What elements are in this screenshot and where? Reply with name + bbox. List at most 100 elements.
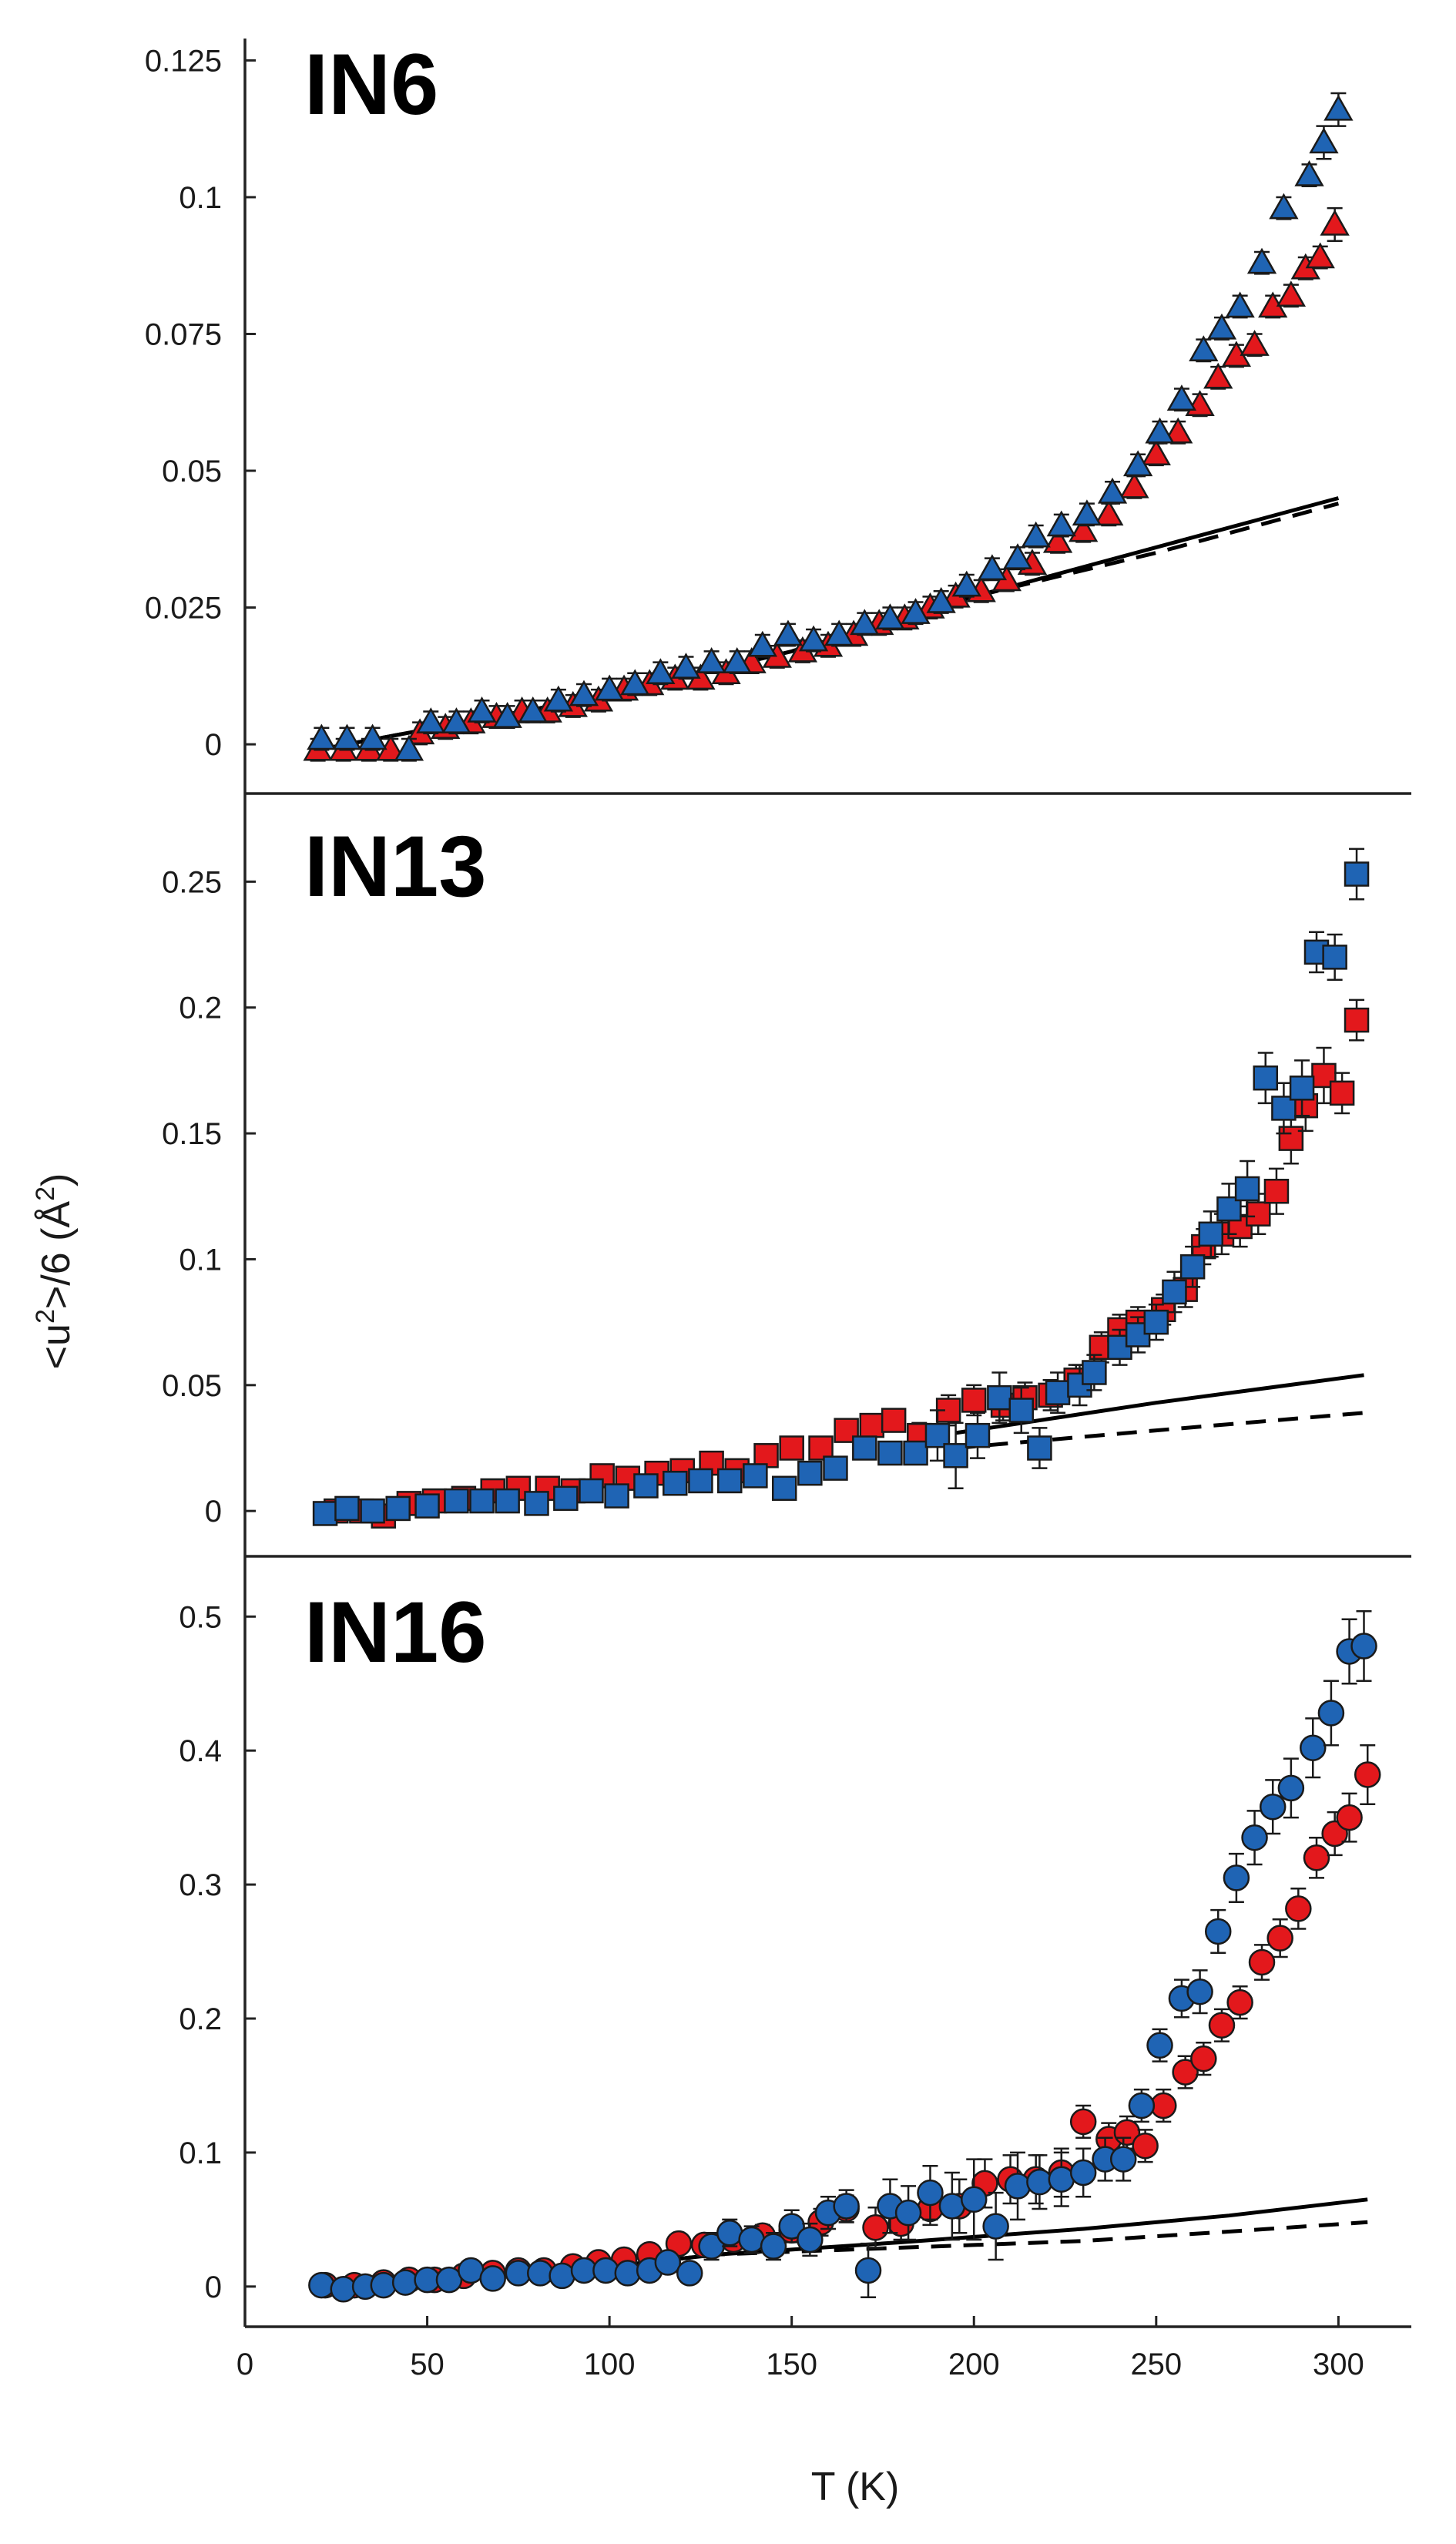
data-point-blue: [1322, 945, 1347, 970]
data-point-red: [1303, 1844, 1330, 1871]
data-point-blue: [1109, 2146, 1137, 2173]
y-tick-label: 0.5: [179, 1600, 222, 1634]
data-point-blue: [717, 1468, 743, 1494]
data-point-blue: [1309, 127, 1339, 154]
data-point-blue: [1241, 1824, 1268, 1851]
data-point-blue: [903, 1440, 928, 1466]
data-point-blue: [1026, 2168, 1053, 2196]
data-point-blue: [524, 1491, 549, 1516]
y-tick-label: 0.1: [179, 181, 222, 215]
data-point-blue: [391, 2269, 419, 2296]
data-point-red: [1132, 2132, 1159, 2160]
data-point-blue: [394, 734, 424, 761]
x-axis-title: T (K): [811, 2465, 900, 2509]
y-tick-label: 0.075: [145, 317, 222, 351]
data-point-blue: [1166, 384, 1197, 411]
data-point-red: [1141, 439, 1171, 465]
data-point-blue: [1189, 335, 1219, 362]
data-point-red: [1344, 1007, 1370, 1033]
data-point-blue: [1145, 417, 1175, 444]
data-point-blue: [543, 685, 574, 712]
data-point-blue: [1162, 1279, 1187, 1305]
data-point-red: [1203, 362, 1233, 389]
data-point-blue: [416, 707, 446, 733]
data-point-blue: [943, 1443, 968, 1468]
y-tick-label: 0.15: [162, 1117, 222, 1151]
data-point-blue: [492, 702, 522, 728]
y-tick-label: 0.1: [179, 2136, 222, 2170]
data-point-blue: [495, 1488, 520, 1514]
y-tick-label: 0: [205, 2270, 222, 2304]
data-point-blue: [370, 2271, 398, 2299]
y-tick-label: 0.05: [162, 455, 222, 488]
data-point-blue: [1294, 160, 1324, 186]
panel-title: IN6: [304, 36, 438, 133]
data-point-blue: [951, 570, 981, 597]
data-point-red: [1163, 417, 1193, 444]
data-point-blue: [414, 1493, 440, 1519]
y-tick-label: 0: [205, 728, 222, 762]
data-point-blue: [332, 723, 362, 750]
data-point-blue: [1198, 1221, 1224, 1247]
data-point-blue: [987, 1384, 1012, 1411]
data-point-blue: [823, 1455, 848, 1481]
data-point-red: [1266, 1925, 1293, 1952]
data-point-blue: [743, 1463, 768, 1488]
data-point-blue: [852, 1435, 877, 1461]
data-point-blue: [696, 647, 726, 673]
data-point-blue: [441, 707, 471, 733]
data-point-blue: [1027, 1435, 1052, 1461]
data-point-blue: [1234, 1176, 1260, 1202]
data-point-blue: [620, 669, 650, 696]
data-point-blue: [1300, 1734, 1327, 1761]
data-point-red: [779, 1435, 804, 1461]
data-point-blue: [917, 2179, 944, 2207]
data-point-red: [961, 1388, 987, 1413]
x-tick-label: 0: [237, 2348, 253, 2381]
data-point-blue: [1269, 193, 1299, 220]
data-point-blue: [1246, 247, 1277, 274]
data-point-blue: [1204, 1918, 1232, 1945]
data-point-blue: [1350, 1633, 1377, 1660]
data-point-red: [1276, 280, 1307, 307]
data-point-blue: [1002, 543, 1033, 569]
data-point-blue: [977, 554, 1008, 581]
data-point-blue: [671, 653, 701, 679]
data-point-blue: [797, 1460, 823, 1486]
data-point-blue: [1223, 1864, 1250, 1891]
data-point-blue: [1186, 1978, 1213, 2005]
data-point-blue: [1344, 861, 1370, 887]
data-point-blue: [467, 696, 497, 723]
y-tick-label: 0.3: [179, 1868, 222, 1902]
x-tick-label: 250: [1130, 2348, 1182, 2381]
data-point-blue: [833, 2193, 860, 2220]
data-point-red: [1320, 209, 1350, 236]
data-point-red: [1172, 2059, 1199, 2086]
data-point-blue: [1323, 94, 1354, 121]
data-point-blue: [716, 2220, 743, 2247]
data-point-red: [881, 1408, 907, 1433]
data-point-red: [1354, 1761, 1381, 1788]
panel-in13: 0 0.05 0.1 0.15 0.2 0.25 IN13: [162, 794, 1411, 1558]
data-point-red: [1240, 330, 1270, 356]
data-point-red: [1248, 1948, 1276, 1976]
data-point-blue: [1216, 1196, 1242, 1222]
data-point-blue: [308, 2271, 335, 2299]
data-point-blue: [965, 1422, 991, 1448]
data-point-blue: [850, 609, 880, 636]
data-point-blue: [798, 625, 829, 652]
y-tick-label: 0.1: [179, 1243, 222, 1277]
y-tick-label: 0.2: [179, 992, 222, 1025]
data-point-blue: [1225, 291, 1255, 318]
data-point-blue: [1143, 1309, 1169, 1335]
y-tick-label: 0.25: [162, 865, 222, 899]
y-tick-label: 0.2: [179, 2002, 222, 2036]
data-point-blue: [614, 2260, 642, 2287]
data-point-blue: [894, 2199, 922, 2227]
y-tick-label: 0.125: [145, 44, 222, 78]
data-point-blue: [1048, 2166, 1075, 2193]
data-point-blue: [357, 723, 387, 750]
data-point-blue: [654, 2249, 682, 2276]
